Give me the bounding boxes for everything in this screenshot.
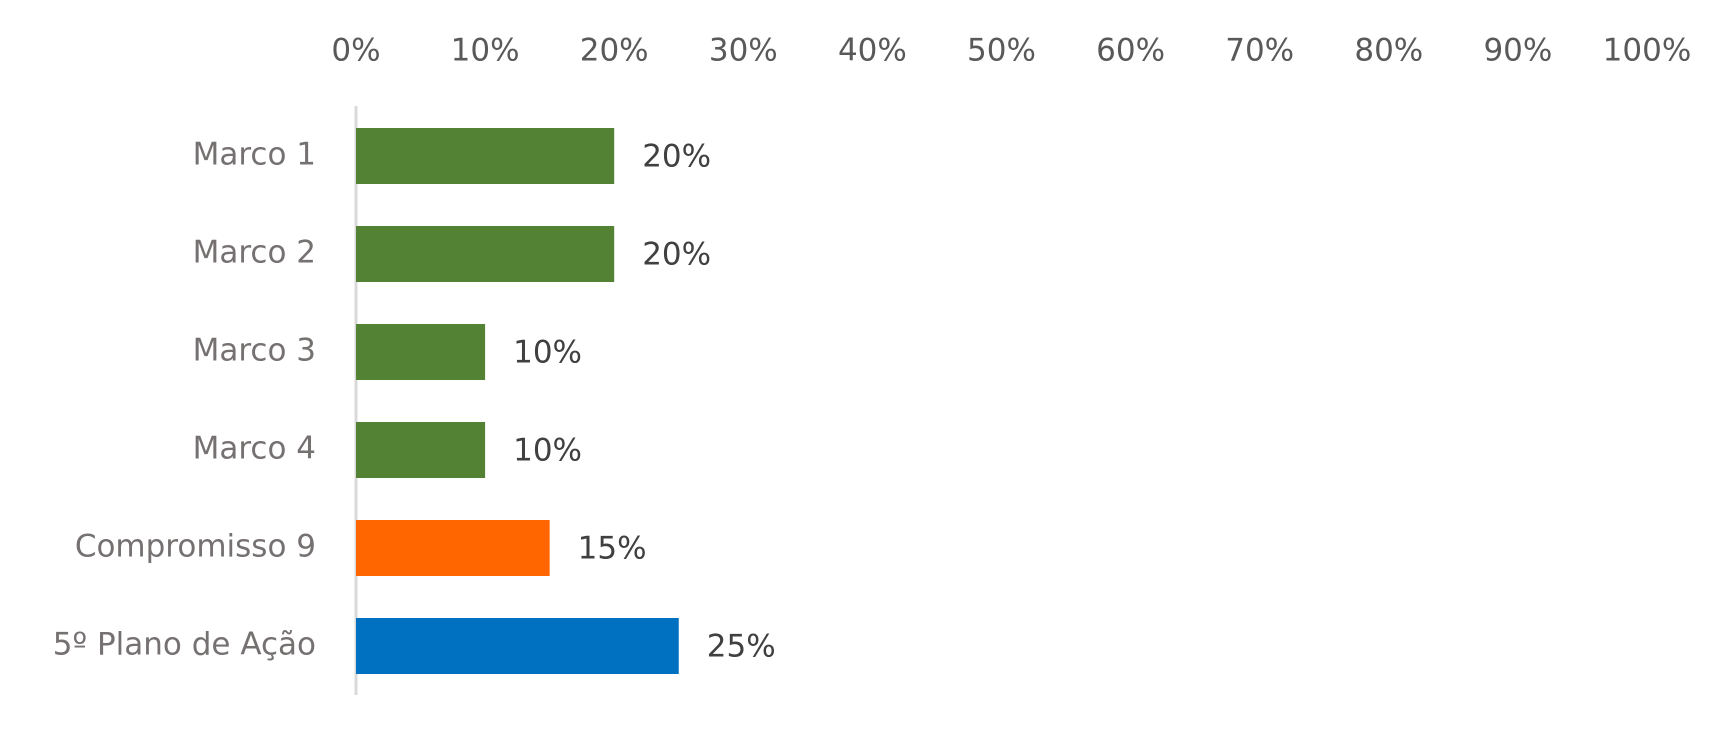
y-tick-label: Marco 2 — [193, 235, 316, 271]
bar — [356, 128, 615, 184]
x-tick-label: 100% — [1603, 33, 1692, 69]
value-label: 10% — [513, 335, 582, 371]
y-tick-label: Compromisso 9 — [75, 529, 316, 565]
bar — [356, 618, 679, 674]
value-label: 10% — [513, 433, 582, 469]
x-tick-label: 20% — [580, 33, 649, 69]
value-label: 25% — [707, 629, 776, 665]
x-tick-label: 10% — [451, 33, 520, 69]
bar — [356, 226, 615, 282]
y-tick-label: 5º Plano de Ação — [53, 627, 316, 663]
value-label: 15% — [578, 531, 647, 567]
value-label: 20% — [642, 237, 711, 273]
bar — [356, 422, 486, 478]
value-label: 20% — [642, 139, 711, 175]
bar — [356, 520, 550, 576]
x-tick-label: 0% — [331, 33, 380, 69]
bar — [356, 324, 486, 380]
x-tick-label: 80% — [1354, 33, 1423, 69]
x-tick-label: 70% — [1225, 33, 1294, 69]
y-tick-label: Marco 4 — [193, 431, 316, 467]
x-tick-label: 90% — [1483, 33, 1552, 69]
x-tick-label: 30% — [709, 33, 778, 69]
y-tick-label: Marco 3 — [193, 333, 316, 369]
x-tick-label: 50% — [967, 33, 1036, 69]
x-tick-label: 60% — [1096, 33, 1165, 69]
y-tick-label: Marco 1 — [193, 137, 316, 173]
x-tick-label: 40% — [838, 33, 907, 69]
